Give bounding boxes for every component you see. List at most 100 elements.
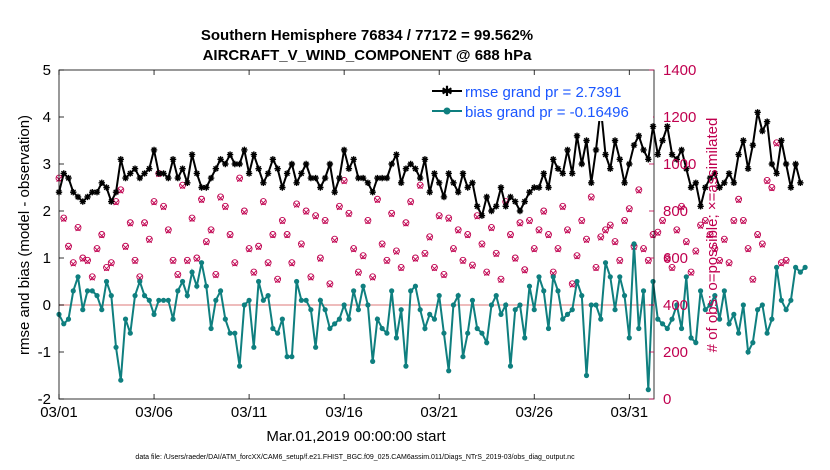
obs-assimilated-point [151, 200, 157, 206]
obs-possible-point [725, 259, 733, 267]
obs-assimilated-point [403, 221, 409, 227]
rmse-point [450, 179, 457, 186]
obs-assimilated-point [726, 261, 732, 267]
bias-point [170, 316, 176, 322]
obs-possible-point [364, 216, 372, 224]
y-tick-label: 3 [43, 156, 51, 173]
rmse-point [207, 174, 215, 182]
bias-point [208, 325, 214, 332]
obs-possible-point [720, 235, 728, 243]
bias-point [778, 297, 784, 303]
rmse-point [298, 170, 305, 177]
rmse-point [169, 156, 177, 163]
y-tick-label: 5 [43, 62, 51, 79]
bias-point [217, 288, 224, 294]
bias-point [156, 297, 162, 303]
rmse-point [673, 156, 681, 163]
rmse-point [692, 179, 700, 186]
obs-possible-point [269, 231, 277, 238]
obs-possible-point [663, 254, 671, 262]
bias-point [213, 297, 219, 303]
bias-point [160, 297, 167, 303]
bias-point [365, 302, 371, 308]
bias-point [198, 260, 205, 266]
bias-point [61, 321, 67, 327]
rmse-point [103, 184, 110, 191]
obs-assimilated-point [346, 211, 352, 218]
obs-possible-point [250, 268, 258, 276]
obs-possible-point [673, 226, 681, 234]
rmse-point [426, 189, 433, 196]
obs-assimilated-point [103, 265, 110, 272]
obs-assimilated-point [426, 235, 433, 241]
x-tick-label: 03/26 [515, 404, 553, 421]
rmse-point [611, 137, 619, 144]
obs-possible-point [388, 209, 396, 217]
obs-assimilated-point [265, 261, 271, 267]
rmse-point [203, 184, 210, 191]
bias-point [574, 278, 580, 285]
obs-assimilated-point [740, 218, 747, 225]
bias-point [697, 288, 704, 294]
bias-point [531, 307, 537, 313]
bias-point [151, 311, 157, 317]
rmse-point [526, 189, 533, 196]
rmse-point [493, 203, 500, 210]
obs-possible-point [602, 226, 609, 234]
obs-possible-point [331, 235, 339, 243]
bias-point [227, 330, 233, 336]
bias-point [341, 302, 347, 308]
bias-point [137, 278, 143, 285]
bias-point [127, 330, 133, 336]
bias-point [284, 354, 290, 360]
obs-assimilated-point [312, 214, 319, 220]
x-tick-label: 03/31 [611, 404, 649, 421]
obs-assimilated-point [379, 242, 385, 248]
obs-possible-point [521, 266, 529, 274]
rmse-point [763, 118, 771, 125]
bias-point [755, 307, 761, 313]
rmse-point [607, 165, 614, 172]
bias-point [545, 325, 552, 332]
x-tick-label: 03/06 [135, 404, 173, 421]
y-right-tick-label: 200 [663, 344, 688, 361]
obs-possible-point [274, 275, 282, 283]
obs-assimilated-point [445, 216, 452, 222]
obs-possible-point [782, 256, 790, 264]
bias-point [308, 307, 314, 313]
bias-point [769, 316, 775, 322]
rmse-point [340, 146, 348, 154]
bias-point [351, 288, 357, 294]
bias-point [731, 311, 737, 317]
bias-point [346, 316, 352, 322]
obs-possible-point [488, 223, 495, 231]
rmse-point [459, 170, 467, 177]
rmse-point [697, 203, 704, 210]
bias-point [175, 288, 181, 294]
obs-assimilated-point [146, 237, 153, 244]
obs-possible-point [763, 176, 771, 184]
obs-assimilated-point [721, 237, 728, 244]
obs-assimilated-point [488, 225, 495, 232]
bias-point [693, 340, 699, 346]
obs-possible-point [492, 249, 500, 257]
obs-assimilated-point [745, 247, 751, 253]
obs-possible-point [445, 214, 453, 222]
bias-point [493, 293, 499, 299]
rmse-point [540, 170, 547, 177]
rmse-point [683, 165, 690, 172]
axis-ticks: 03/01 03/06 03/11 03/16 03/21 03/26 03/31 -2 -1 0… [38, 62, 697, 421]
obs-possible-point [592, 263, 600, 271]
rmse-point [569, 170, 576, 177]
obs-possible-point [654, 228, 662, 236]
obs-assimilated-point [360, 254, 366, 260]
obs-possible-point [392, 247, 400, 255]
rmse-point [797, 179, 804, 186]
bias-point [360, 283, 366, 289]
obs-assimilated-point [617, 258, 623, 265]
obs-possible-point [326, 280, 334, 288]
obs-possible-point [687, 268, 695, 276]
rmse-point [754, 109, 761, 116]
plot-area [59, 70, 654, 399]
bias-point [275, 330, 281, 336]
